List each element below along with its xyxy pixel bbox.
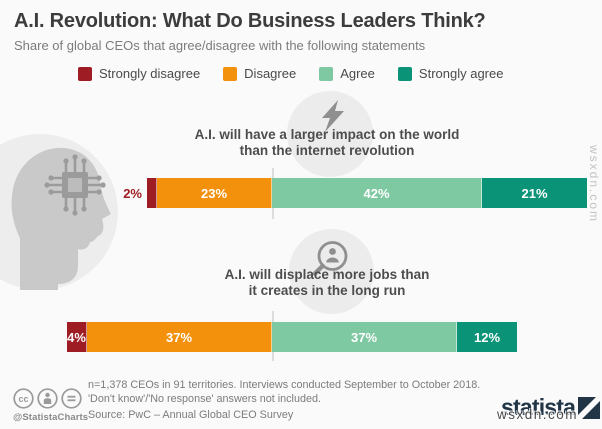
statement-2-label: A.I. will displace more jobs than it crea…: [224, 267, 430, 298]
lightning-icon: [287, 91, 373, 177]
source-line: Source: PwC – Annual Global CEO Survey: [88, 409, 294, 421]
value-label: 37%: [165, 329, 193, 345]
legend-swatch-disagree: [223, 66, 238, 81]
svg-text:cc: cc: [18, 394, 28, 404]
watermark-vertical: wsxdn.com: [587, 145, 601, 224]
page-subtitle: Share of global CEOs that agree/disagree…: [14, 38, 426, 53]
cc-nd-icon[interactable]: [61, 388, 82, 409]
page-title: A.I. Revolution: What Do Business Leader…: [14, 10, 486, 32]
statista-charts-handle[interactable]: @StatistaCharts: [13, 412, 89, 423]
statista-logo[interactable]: statista: [501, 394, 601, 421]
footnote-line-1: n=1,378 CEOs in 91 territories. Intervie…: [88, 379, 481, 391]
legend-item-disagree: Disagree: [223, 66, 296, 81]
statista-logo-mark: [578, 396, 601, 419]
value-label: 23%: [200, 185, 228, 201]
cc-license-icon[interactable]: cc: [13, 388, 34, 409]
value-label: 42%: [363, 185, 390, 201]
magnifier-person-icon: [289, 229, 374, 314]
legend-label: Disagree: [244, 66, 297, 81]
bar-2: 4% 37% 37% 12%: [67, 322, 517, 352]
value-label-outside: 2%: [123, 185, 142, 201]
legend-item-agree: Agree: [319, 66, 375, 81]
legend-item-strongly-agree: Strongly agree: [397, 66, 504, 81]
legend-item-strongly-disagree: Strongly disagree: [78, 66, 200, 81]
bar2-segment-disagree: 37%: [87, 322, 272, 352]
legend-swatch-agree: [319, 66, 334, 81]
bar2-segment-strongly-disagree: 4%: [67, 322, 87, 352]
watermark-overlay: wsxdn.com: [497, 407, 579, 422]
legend-label: Agree: [340, 66, 375, 81]
bar2-segment-strongly-agree: 12%: [457, 322, 517, 352]
bar1-segment-disagree: 23%: [157, 178, 272, 208]
value-label: 12%: [473, 329, 501, 345]
credit-block: cc @StatistaCharts: [13, 388, 88, 423]
bar-1: 23% 42% 21%: [147, 178, 587, 208]
legend-label: Strongly agree: [418, 66, 504, 81]
footnote-line-2: 'Don't know'/'No response' answers not i…: [88, 392, 321, 405]
value-label: 4%: [67, 329, 86, 345]
bar2-segment-agree: 37%: [272, 322, 457, 352]
bar1-segment-agree: 42%: [272, 178, 482, 208]
legend-swatch-strongly-disagree: [78, 66, 92, 81]
statement-1-label: A.I. will have a larger impact on the wo…: [194, 127, 460, 158]
statista-logo-text: statista: [501, 394, 576, 420]
legend: Strongly disagree Disagree Agree Strongly a…: [78, 66, 503, 81]
value-label: 21%: [521, 185, 548, 201]
value-label: 37%: [350, 329, 378, 345]
ai-head-illustration: [0, 134, 118, 290]
microchip-icon: [44, 154, 106, 216]
footnotes: n=1,378 CEOs in 91 territories. Intervie…: [88, 379, 480, 423]
legend-swatch-strongly-agree: [397, 66, 412, 81]
bar1-segment-strongly-disagree: [147, 178, 157, 208]
legend-label: Strongly disagree: [99, 66, 201, 81]
cc-attribution-icon[interactable]: [37, 388, 58, 409]
bar1-segment-strongly-agree: 21%: [482, 178, 587, 208]
